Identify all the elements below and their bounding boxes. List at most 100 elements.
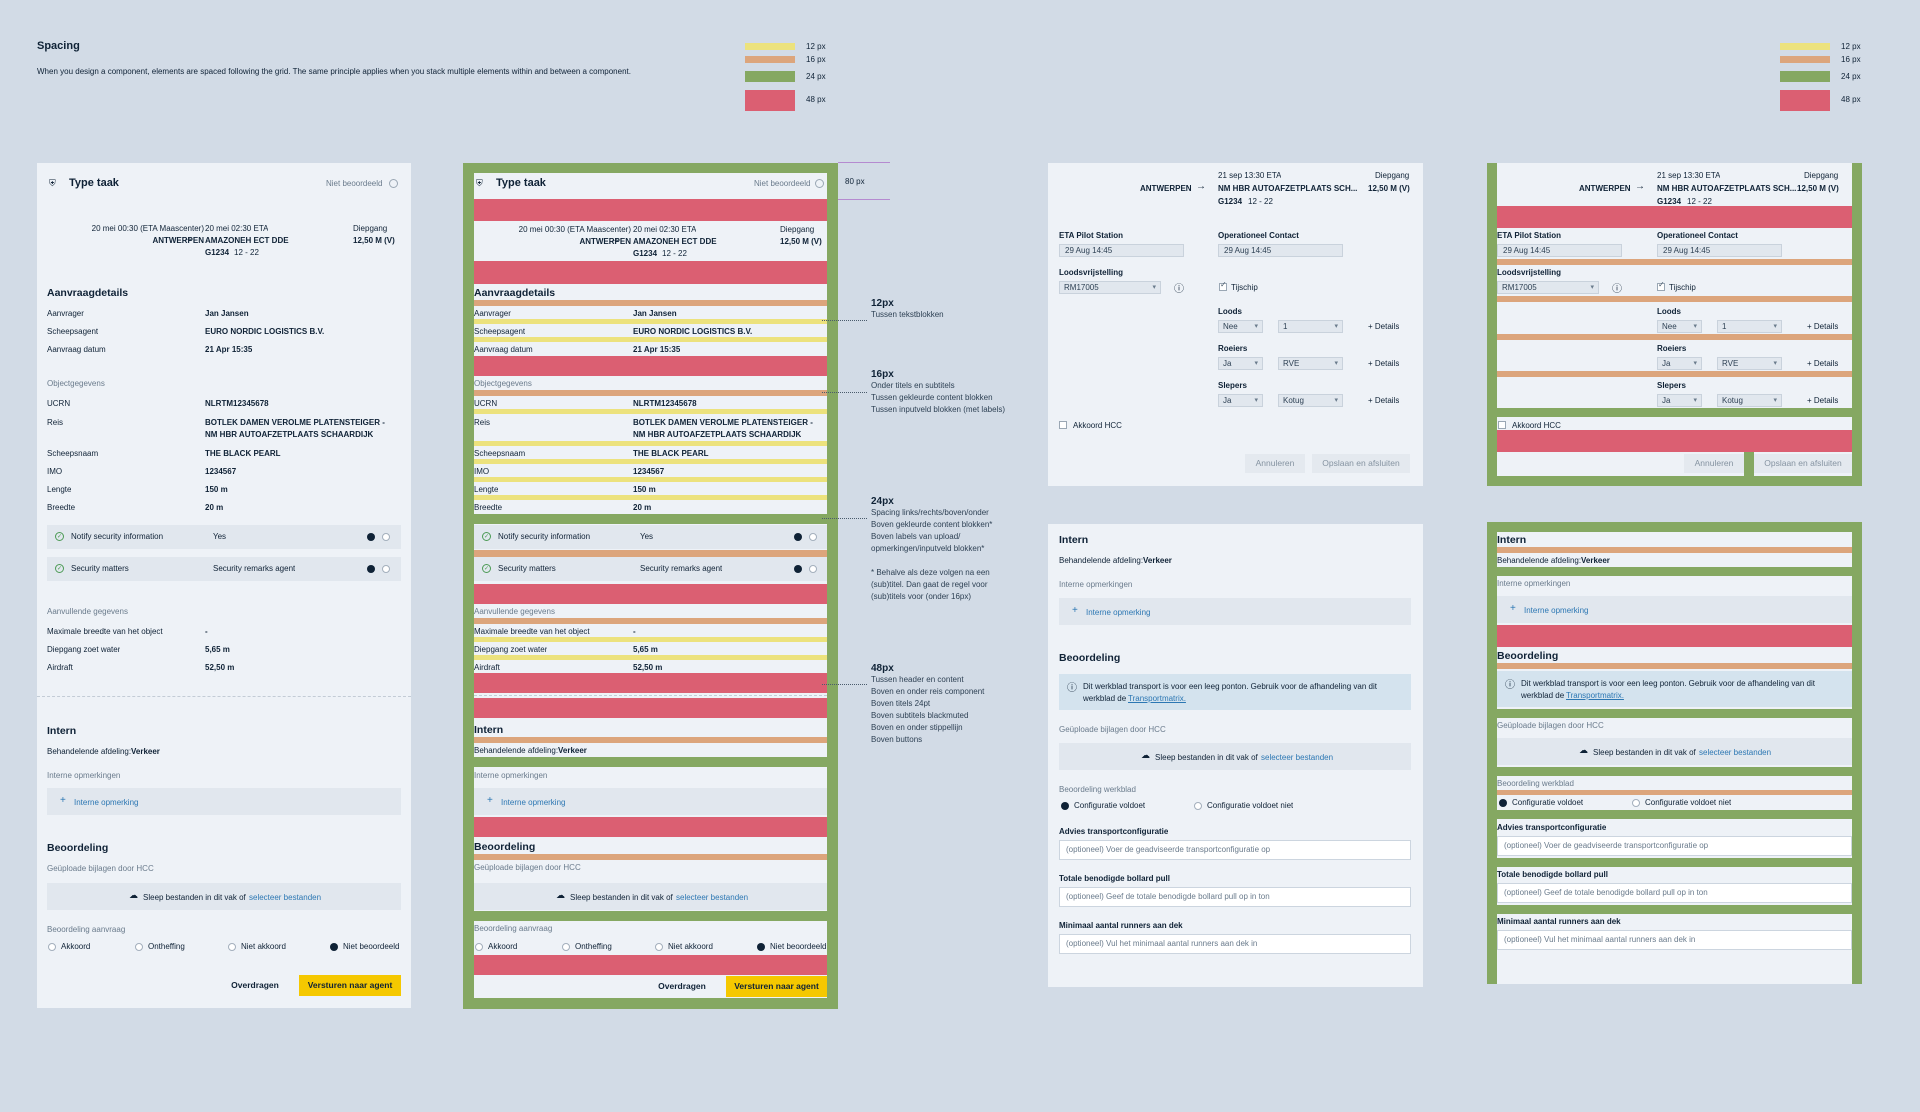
tug-checkbox[interactable]: [1657, 283, 1665, 291]
radio-config-not-ok[interactable]: [1194, 802, 1202, 810]
dropzone[interactable]: [1497, 738, 1852, 765]
details-link[interactable]: + Details: [1368, 322, 1400, 331]
pilot-select[interactable]: Nee: [1657, 320, 1702, 333]
select-files-link[interactable]: selecteer bestanden: [676, 893, 749, 902]
checkbox-label: Akkoord HCC: [1512, 421, 1561, 430]
tugs-company-select[interactable]: Kotug: [1278, 394, 1343, 407]
pilot-count-select[interactable]: 1: [1717, 320, 1782, 333]
radio-exemption[interactable]: [135, 943, 143, 951]
tug-checkbox[interactable]: [1219, 283, 1227, 291]
rowers-select[interactable]: Ja: [1657, 357, 1702, 370]
radio-rejected[interactable]: [655, 943, 663, 951]
radio-rejected[interactable]: [228, 943, 236, 951]
hcc-checkbox[interactable]: [1498, 421, 1506, 429]
remarks-label: Interne opmerkingen: [1059, 580, 1133, 589]
eta-station-input[interactable]: 29 Aug 14:45: [1059, 244, 1184, 257]
field-label: Advies transportconfiguratie: [1497, 823, 1607, 832]
select-files-link[interactable]: selecteer bestanden: [1699, 748, 1772, 757]
save-close-button[interactable]: Opslaan en afsluiten: [1312, 454, 1410, 473]
tugs-select[interactable]: Ja: [1657, 394, 1702, 407]
radio-yes[interactable]: [367, 565, 375, 573]
bollard-pull-input[interactable]: (optioneel) Geef de totale benodigde bol…: [1497, 883, 1852, 903]
radio-no[interactable]: [809, 565, 817, 573]
details-link[interactable]: + Details: [1368, 396, 1400, 405]
leader-line: [822, 392, 867, 393]
details-link[interactable]: + Details: [1807, 396, 1839, 405]
radio-not-reviewed[interactable]: [330, 943, 338, 951]
dropzone[interactable]: [474, 883, 827, 910]
field-label: Loods: [1657, 307, 1681, 316]
transportmatrix-link[interactable]: Transportmatrix.: [1566, 691, 1624, 700]
add-remark-button[interactable]: [1059, 598, 1411, 625]
pilot-select[interactable]: Nee: [1218, 320, 1263, 333]
info-icon[interactable]: ⓘ: [1612, 284, 1622, 295]
dropzone[interactable]: [1059, 743, 1411, 770]
spacing-16: [1497, 259, 1852, 265]
transportmatrix-link[interactable]: Transportmatrix.: [1128, 694, 1186, 703]
details-link[interactable]: + Details: [1807, 359, 1839, 368]
rowers-select[interactable]: Ja: [1218, 357, 1263, 370]
gap-marker-bottom: [838, 199, 890, 200]
legend-swatch-16: [1780, 56, 1830, 63]
rowers-type-select[interactable]: RVE: [1278, 357, 1343, 370]
subtitle: Objectgegevens: [474, 379, 532, 388]
op-contact-input[interactable]: 29 Aug 14:45: [1218, 244, 1343, 257]
radio-approve[interactable]: [48, 943, 56, 951]
subtitle: Aanvullende gegevens: [47, 607, 128, 616]
radio-config-ok[interactable]: [1061, 802, 1069, 810]
radio-config-not-ok[interactable]: [1632, 799, 1640, 807]
pilot-count-select[interactable]: 1: [1278, 320, 1343, 333]
info-icon[interactable]: ⓘ: [1174, 284, 1184, 295]
code: G1234: [1657, 197, 1682, 206]
add-remark-button[interactable]: [1497, 596, 1852, 623]
eta-time: 21 sep 13:30 ETA: [1657, 171, 1721, 180]
annotation-line: Tussen tekstblokken: [871, 310, 944, 319]
radio-exemption[interactable]: [562, 943, 570, 951]
radio-no[interactable]: [382, 533, 390, 541]
eta-station-input[interactable]: 29 Aug 14:45: [1497, 244, 1622, 257]
field-value: 150 m: [205, 485, 228, 494]
details-link[interactable]: + Details: [1807, 322, 1839, 331]
field-label: Lengte: [474, 485, 499, 494]
send-to-agent-button[interactable]: Versturen naar agent: [726, 976, 827, 997]
op-contact-input[interactable]: 29 Aug 14:45: [1657, 244, 1782, 257]
transport-config-input[interactable]: (optioneel) Voer de geadviseerde transpo…: [1059, 840, 1411, 860]
add-remark-button[interactable]: [474, 788, 827, 815]
legend-swatch-12: [1780, 43, 1830, 50]
tugs-select[interactable]: Ja: [1218, 394, 1263, 407]
cancel-button[interactable]: Annuleren: [1245, 454, 1305, 473]
radio-config-ok[interactable]: [1499, 799, 1507, 807]
radio-yes[interactable]: [794, 533, 802, 541]
field-label: Breedte: [474, 503, 503, 512]
select-files-link[interactable]: selecteer bestanden: [1261, 753, 1334, 762]
transport-config-input[interactable]: (optioneel) Voer de geadviseerde transpo…: [1497, 836, 1852, 856]
toggle-label: Security matters: [71, 564, 129, 573]
transfer-button[interactable]: Overdragen: [658, 981, 706, 991]
details-link[interactable]: + Details: [1368, 359, 1400, 368]
cancel-button[interactable]: Annuleren: [1684, 454, 1744, 473]
select-files-link[interactable]: selecteer bestanden: [249, 893, 322, 902]
dept-value: Verkeer: [558, 746, 587, 755]
field-value: THE BLACK PEARL: [205, 449, 281, 458]
runners-input[interactable]: (optioneel) Vul het minimaal aantal runn…: [1059, 934, 1411, 954]
radio-not-reviewed[interactable]: [757, 943, 765, 951]
radio-yes[interactable]: [794, 565, 802, 573]
runners-input[interactable]: (optioneel) Vul het minimaal aantal runn…: [1497, 930, 1852, 950]
tugs-company-select[interactable]: Kotug: [1717, 394, 1782, 407]
field-label: Slepers: [1657, 381, 1686, 390]
exemption-select[interactable]: RM17005: [1497, 281, 1599, 294]
save-close-button[interactable]: Opslaan en afsluiten: [1754, 454, 1852, 473]
dropzone[interactable]: [47, 883, 401, 910]
radio-no[interactable]: [382, 565, 390, 573]
add-remark-label: Interne opmerking: [1086, 608, 1151, 617]
radio-approve[interactable]: [475, 943, 483, 951]
rowers-type-select[interactable]: RVE: [1717, 357, 1782, 370]
radio-yes[interactable]: [367, 533, 375, 541]
transfer-button[interactable]: Overdragen: [231, 980, 279, 990]
exemption-select[interactable]: RM17005: [1059, 281, 1161, 294]
add-remark-button[interactable]: [47, 788, 401, 815]
send-to-agent-button[interactable]: Versturen naar agent: [299, 975, 401, 996]
hcc-checkbox[interactable]: [1059, 421, 1067, 429]
radio-no[interactable]: [809, 533, 817, 541]
bollard-pull-input[interactable]: (optioneel) Geef de totale benodigde bol…: [1059, 887, 1411, 907]
